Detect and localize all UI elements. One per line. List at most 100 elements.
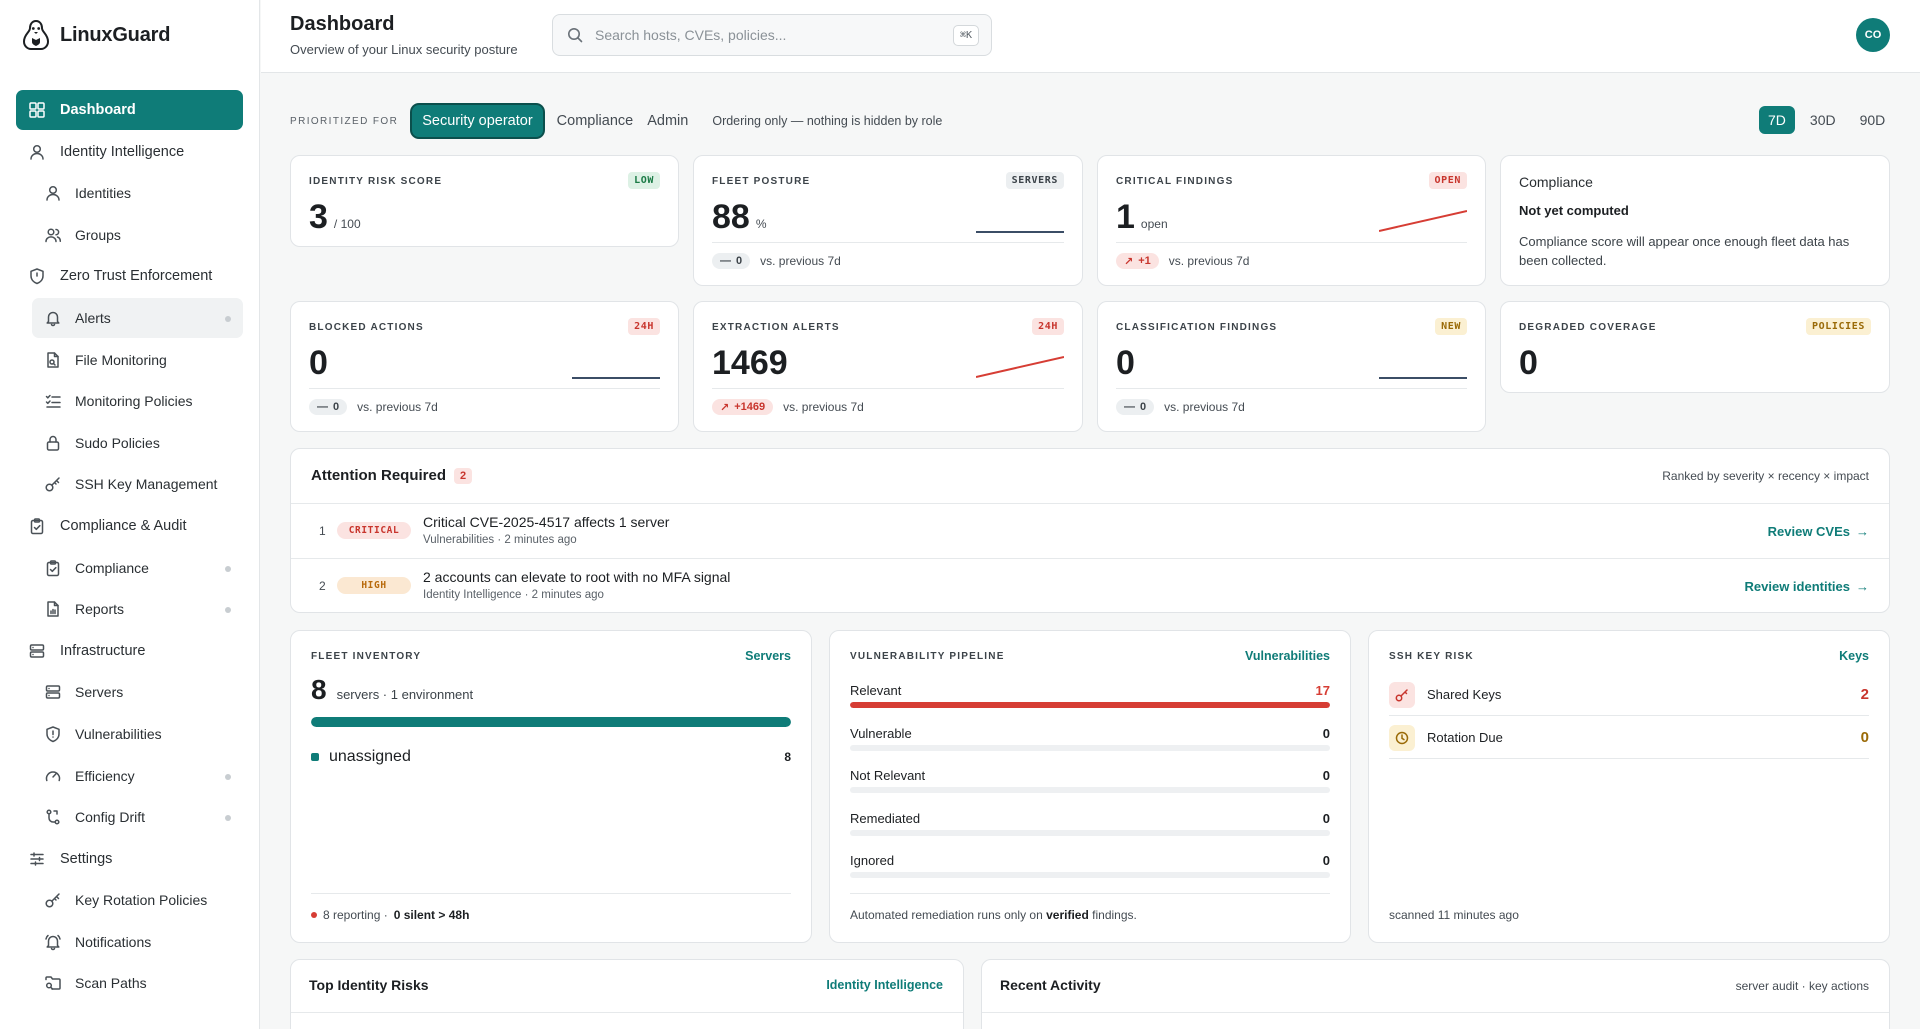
sidebar-item-dashboard[interactable]: Dashboard [16,90,243,130]
recent-activity-title: Recent Activity [1000,977,1101,993]
kpi-extraction-alerts[interactable]: EXTRACTION ALERTS 24H 1469 ↗ +1469 vs. pre… [693,301,1083,432]
sidebar-item-infrastructure[interactable]: Infrastructure [16,631,243,671]
kpi-classification-findings[interactable]: CLASSIFICATION FINDINGS NEW 0 —0 vs. prev… [1097,301,1486,432]
avatar[interactable]: CO [1856,18,1890,52]
range-7d[interactable]: 7D [1759,106,1795,134]
sidebar-item-scan-paths[interactable]: Scan Paths [32,963,243,1003]
sparkline [572,377,660,379]
sidebar-item-efficiency[interactable]: Efficiency [32,756,243,796]
page-subtitle: Overview of your Linux security posture [290,42,518,57]
sidebar-item-monitoring-policies[interactable]: Monitoring Policies [32,381,243,421]
search-input[interactable] [595,27,935,43]
sidebar-item-file-monitoring[interactable]: File Monitoring [32,340,243,380]
sidebar-item-identities[interactable]: Identities [32,173,243,213]
git-branch-icon [44,808,62,826]
pipeline-footer: Automated remediation runs only on verif… [850,908,1137,922]
sidebar-item-label: Groups [75,226,121,243]
kpi-critical-findings[interactable]: CRITICAL FINDINGS OPEN 1 open ↗ +1 vs. prev… [1097,155,1486,286]
compliance-card[interactable]: Compliance Not yet computed Compliance s… [1500,155,1890,286]
kpi-degraded-coverage[interactable]: DEGRADED COVERAGE POLICIES 0 [1500,301,1890,393]
kpi-label: DEGRADED COVERAGE [1519,322,1657,333]
sidebar-item-key-rotation-policies[interactable]: Key Rotation Policies [32,880,243,920]
review-cves-link[interactable]: Review CVEs → [1767,524,1869,539]
clipboard-check-icon [44,559,62,577]
stage-name: Remediated [850,810,921,826]
vulnerabilities-link[interactable]: Vulnerabilities [1245,649,1330,663]
vulnerability-pipeline-panel: VULNERABILITY PIPELINE Vulnerabilities R… [829,630,1351,943]
sidebar-item-vulnerabilities[interactable]: Vulnerabilities [32,714,243,754]
fleet-group-row[interactable]: unassigned [311,748,411,766]
sidebar-item-label: Compliance & Audit [60,517,187,534]
key-icon [44,891,62,909]
review-identities-link[interactable]: Review identities → [1744,579,1869,594]
keys-link[interactable]: Keys [1839,649,1869,663]
sidebar-item-groups[interactable]: Groups [32,215,243,255]
stage-value: 17 [1315,683,1330,698]
pipeline-stage-relevant[interactable]: Relevant 17 [850,683,1330,713]
sidebar-item-ssh-key-management[interactable]: SSH Key Management [32,464,243,504]
range-30d[interactable]: 30D [1809,112,1836,128]
attention-item-title: Critical CVE-2025-4517 affects 1 server [423,514,670,530]
file-icon [44,351,62,369]
sparkline [976,231,1064,233]
sidebar-item-servers[interactable]: Servers [32,672,243,712]
delta-chip: —0 [1116,399,1155,415]
sidebar-item-alerts[interactable]: Alerts [32,297,243,338]
kpi-badge: 24H [628,318,660,335]
pipeline-stage-remediated[interactable]: Remediated 0 [850,811,1330,841]
severity-badge: CRITICAL [337,522,411,539]
compliance-status: Not yet computed [1519,203,1629,218]
sidebar-item-identity-intelligence[interactable]: Identity Intelligence [16,132,243,172]
sidebar-nav: Dashboard Identity Intelligence Identities… [16,90,243,1005]
key-icon [1389,681,1415,708]
stage-bar [850,702,1330,708]
stage-value: 0 [1322,810,1330,826]
kpi-fleet-posture[interactable]: FLEET POSTURE SERVERS 88% —0 vs. previous… [693,155,1083,286]
bell-ring-icon [44,933,62,951]
search-shortcut: ⌘K [952,25,979,46]
kpi-identity-risk-score[interactable]: IDENTITY RISK SCORE LOW 3 / 100 [290,155,679,247]
sidebar-item-notifications[interactable]: Notifications [32,922,243,962]
attention-row[interactable]: 2 HIGH 2 accounts can elevate to root wi… [291,558,1889,613]
stage-value: 0 [1322,725,1330,741]
attention-row[interactable]: 1 CRITICAL Critical CVE-2025-4517 affect… [291,503,1889,558]
kpi-badge: NEW [1435,318,1467,335]
sidebar-item-compliance-and-audit[interactable]: Compliance & Audit [16,506,243,546]
server-icon [44,683,62,701]
search-box[interactable]: ⌘K [552,14,992,56]
role-tab-security-operator[interactable]: Security operator [412,105,543,137]
sidebar-item-sudo-policies[interactable]: Sudo Policies [32,423,243,463]
server-icon [28,642,46,660]
status-dot [225,773,231,780]
role-tab-compliance[interactable]: Compliance [556,113,634,129]
trend-up-icon: ↗ [1124,255,1134,268]
servers-link[interactable]: Servers [745,649,791,663]
sidebar-item-settings[interactable]: Settings [16,839,243,879]
range-90d[interactable]: 90D [1859,112,1886,128]
brand[interactable]: LinuxGuard [22,18,170,52]
pipeline-stage-ignored[interactable]: Ignored 0 [850,853,1330,883]
kpi-unit: % [755,217,767,231]
identity-intelligence-link[interactable]: Identity Intelligence [826,978,943,992]
ssh-shared-keys-row[interactable]: Shared Keys 2 [1389,674,1869,716]
attention-panel: Attention Required 2 Ranked by severity … [290,448,1890,613]
kpi-blocked-actions[interactable]: BLOCKED ACTIONS 24H 0 —0 vs. previous 7d [290,301,679,432]
sidebar-item-config-drift[interactable]: Config Drift [32,797,243,837]
sidebar-item-compliance[interactable]: Compliance [32,548,243,588]
top-header: Dashboard Overview of your Linux securit… [261,0,1920,73]
pipeline-stage-vulnerable[interactable]: Vulnerable 0 [850,726,1330,756]
kpi-label: CRITICAL FINDINGS [1116,176,1234,187]
sidebar-item-zero-trust-enforcement[interactable]: Zero Trust Enforcement [16,256,243,296]
grid-icon [28,101,46,119]
clipboard-icon [28,517,46,535]
role-tab-admin[interactable]: Admin [647,113,689,129]
stage-name: Ignored [850,853,895,868]
sidebar: LinuxGuard Dashboard Identity Intelligenc… [0,0,260,1029]
sidebar-item-reports[interactable]: Reports [32,589,243,629]
user-icon [44,184,62,202]
sidebar-item-label: Identities [75,185,132,202]
fleet-inventory-panel: FLEET INVENTORY Servers 8 servers · 1 en… [290,630,812,943]
pipeline-stage-not-relevant[interactable]: Not Relevant 0 [850,768,1330,798]
ssh-rotation-due-row[interactable]: Rotation Due 0 [1389,717,1869,759]
top-identity-title: Top Identity Risks [309,977,429,993]
